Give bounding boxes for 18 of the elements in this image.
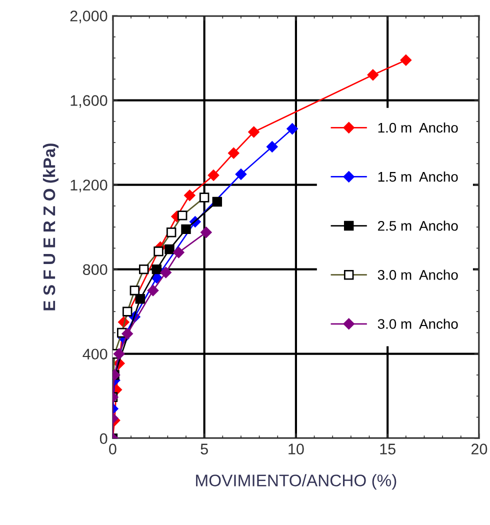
x-tick-label: 20: [471, 444, 488, 454]
y-tick-label: 1,600: [70, 95, 108, 108]
y-axis-title: E S F U E R Z O (kPa): [42, 144, 58, 310]
x-axis-title: MOVIMIENTO/ANCHO (%): [196, 474, 396, 490]
legend-label: 3.0 m Ancho: [378, 318, 458, 329]
y-tick-label: 0: [100, 433, 108, 444]
legend-label: 3.0 m Ancho: [378, 270, 458, 280]
x-tick-label: 10: [288, 444, 304, 454]
legend-label: 2.5 m Ancho: [378, 220, 458, 231]
y-tick-label: 800: [83, 264, 108, 276]
y-tick-label: 2,000: [70, 10, 108, 24]
y-tick-label: 1,200: [70, 180, 108, 192]
x-tick-label: 15: [380, 444, 396, 454]
legend-label: 1.5 m Ancho: [378, 172, 458, 182]
y-tick-label: 400: [82, 348, 108, 360]
x-tick-label: 0: [109, 444, 116, 454]
x-tick-label: 5: [200, 444, 208, 454]
legend-label: 1.0 m Ancho: [378, 122, 458, 133]
